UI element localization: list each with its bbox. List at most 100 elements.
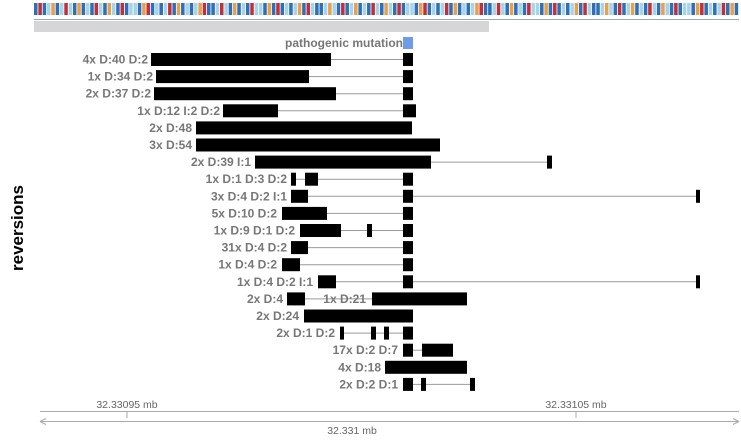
read-segment [371, 326, 376, 340]
nucleotide-cell [479, 3, 484, 15]
nucleotide-cell [440, 3, 445, 15]
nucleotide-cell [137, 3, 142, 15]
nucleotide-cell [674, 3, 678, 15]
reversion-row: 1x D:1 D:3 D:2 [206, 172, 413, 186]
read-segment [403, 326, 413, 340]
genome-axis: 32.33095 mb 32.33105 mb 32.331 mb [39, 399, 740, 437]
read-segment [547, 155, 552, 169]
nucleotide-cell [38, 3, 42, 15]
nucleotide-cell [652, 3, 657, 15]
nucleotide-cell [505, 3, 509, 15]
reversion-label: 2x D:37 D:2 [86, 87, 152, 101]
nucleotide-cell [518, 3, 522, 15]
read-segment [403, 189, 413, 203]
nucleotide-cell [302, 3, 306, 15]
nucleotide-cell [591, 3, 596, 15]
nucleotide-cell [669, 3, 674, 15]
nucleotide-cell [639, 3, 644, 15]
nucleotide-cell [133, 3, 138, 15]
reversion-label: 31x D:4 D:2 [222, 241, 288, 255]
nucleotide-cell [55, 3, 60, 15]
nucleotide-cell [444, 3, 449, 15]
nucleotide-cell [626, 3, 631, 15]
nucleotide-cell [682, 3, 687, 15]
nucleotide-cell [349, 3, 354, 15]
nucleotide-cell [596, 3, 600, 15]
reversion-row: 5x D:10 D:2 [212, 206, 413, 220]
nucleotide-cell [436, 3, 440, 15]
read-segment [422, 343, 453, 357]
reversion-row: 1x D:4 D:2 [218, 258, 413, 272]
nucleotide-cell [59, 3, 64, 15]
reversion-row: 31x D:4 D:2 [222, 241, 413, 255]
nucleotide-cell [388, 3, 393, 15]
nucleotide-cell [271, 3, 276, 15]
nucleotide-cell [215, 3, 220, 15]
nucleotide-cell [258, 3, 263, 15]
nucleotide-cell [734, 3, 739, 15]
nucleotide-cell [648, 3, 652, 15]
reversion-label: 1x D:4 D:2 I:1 [237, 275, 313, 289]
reversion-row: 4x D:18 [338, 360, 467, 374]
nucleotide-cell [630, 3, 635, 15]
reversion-row: 2x D:48 [149, 121, 412, 135]
nucleotide-cell [553, 3, 557, 15]
nucleotide-cell [267, 3, 272, 15]
reversion-label: 2x D:4 [247, 292, 283, 306]
nucleotide-cell [211, 3, 215, 15]
nucleotide-cell [557, 3, 561, 15]
read-segment [696, 275, 700, 289]
nucleotide-cell [90, 3, 94, 15]
nucleotide-cell [328, 3, 332, 15]
nucleotide-cell [107, 3, 112, 15]
reversion-row: 1x D:4 D:2 I:1 [237, 275, 700, 289]
reversion-label: 1x D:12 I:2 D:2 [137, 104, 220, 118]
nucleotide-cell [111, 3, 116, 15]
nucleotide-cell [103, 3, 107, 15]
read-segment [403, 224, 413, 237]
nucleotide-cell [578, 3, 583, 15]
nucleotide-cell [514, 3, 518, 15]
nucleotide-cell [116, 3, 120, 15]
read-segment [403, 53, 413, 66]
read-segment [403, 377, 413, 391]
nucleotide-cell [345, 3, 349, 15]
nucleotide-cell [453, 3, 458, 15]
reversion-row: 2x D:39 I:1 [191, 155, 552, 169]
nucleotide-cell [362, 3, 367, 15]
reversion-row: 1x D:34 D:2 [88, 70, 413, 84]
reversion-row: 1x D:9 D:1 D:2 [214, 224, 413, 238]
read-segment [291, 241, 308, 255]
nucleotide-cell [371, 3, 375, 15]
read-segment [403, 241, 413, 255]
nucleotide-cell [276, 3, 280, 15]
nucleotide-cell [665, 3, 669, 15]
axis-arrow-right [732, 418, 740, 425]
nucleotide-cell [263, 3, 267, 15]
nucleotide-cell [336, 3, 341, 15]
read-segment [403, 275, 413, 289]
nucleotide-cell [449, 3, 453, 15]
nucleotide-cell [401, 3, 406, 15]
pathogenic-mutation-marker [403, 37, 413, 49]
reversion-label: 17x D:2 D:7 [333, 343, 399, 357]
nucleotide-cell [168, 3, 172, 15]
nucleotide-cell [431, 3, 436, 15]
reversion-row: 3x D:54 [149, 138, 440, 152]
read-segment [385, 360, 467, 374]
read-segment [305, 172, 318, 186]
read-segment [403, 343, 413, 357]
nucleotide-cell [289, 3, 293, 15]
read-segment [156, 70, 309, 84]
reversion-label: 2x D:48 [149, 121, 192, 135]
nucleotide-cell [34, 3, 38, 15]
nucleotide-cell [81, 3, 86, 15]
nucleotide-cell [622, 3, 626, 15]
nucleotide-cell [643, 3, 648, 15]
nucleotide-cell [367, 3, 371, 15]
nucleotide-cell [565, 3, 570, 15]
nucleotide-cell [51, 3, 55, 15]
nucleotide-cell [483, 3, 488, 15]
read-segment [154, 87, 336, 101]
